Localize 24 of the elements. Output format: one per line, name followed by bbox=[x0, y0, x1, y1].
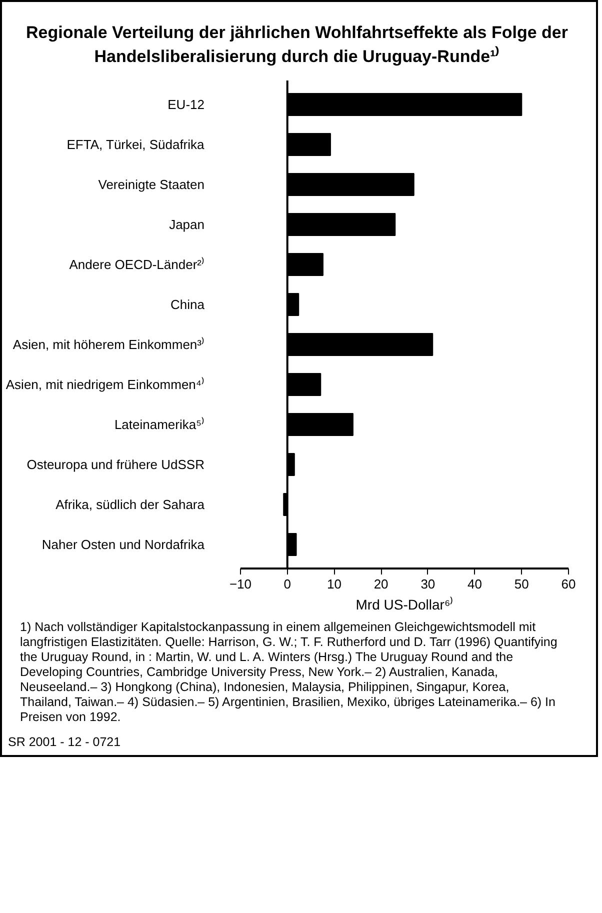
y-tick-label: China bbox=[170, 296, 206, 312]
y-tick-label: Asien, mit höherem Einkommen³⁾ bbox=[12, 336, 205, 352]
chart-title: Regionale Verteilung der jährlichen Wohlfahrtseffekte als Folge der Handelsliberalisierung durch die Uruguay-Runde¹⁾ bbox=[25, 22, 569, 68]
y-tick-label: Osteuropa und frühere UdSSR bbox=[26, 456, 205, 472]
text: SR 2001 - 12 - 0721 bbox=[8, 734, 121, 750]
y-tick-label: Japan bbox=[169, 216, 204, 232]
x-tick-label: −10 bbox=[229, 576, 252, 592]
x-tick-label: 20 bbox=[374, 576, 388, 592]
y-tick-label: Lateinamerika⁵⁾ bbox=[114, 416, 204, 432]
y-tick-label: Vereinigte Staaten bbox=[98, 176, 205, 192]
x-tick-label: 60 bbox=[561, 576, 576, 592]
x-tick-label: 10 bbox=[326, 576, 342, 592]
y-tick-label: Afrika, südlich der Sahara bbox=[56, 496, 206, 512]
y-tick-label: Naher Osten und Nordafrika bbox=[42, 536, 206, 552]
y-tick-label: Andere OECD-Länder²⁾ bbox=[69, 256, 205, 272]
y-tick-label: EFTA, Türkei, Südafrika bbox=[66, 136, 206, 152]
y-tick-label: Asien, mit niedrigem Einkommen⁴⁾ bbox=[6, 376, 205, 392]
x-tick-label: 0 bbox=[284, 576, 291, 592]
x-tick-label: 30 bbox=[420, 576, 436, 592]
x-axis-title: Mrd US-Dollar⁶⁾ bbox=[356, 596, 454, 612]
x-tick-label: 40 bbox=[468, 576, 482, 592]
y-tick-label: EU-12 bbox=[168, 96, 205, 112]
text: 1) Nach vollständiger Kapitalstockanpassung in einem allgemeinen Gleichgewichtsmodell mit langfristigen Elastizitäten. Quelle: Harrison, G. W.; T. F. Rutherford und D. Tarr (1996) Quantifying the Uruguay Round, in : Martin, W. und L. A. Winters (Hrsg.) The Uruguay Round and the Developing Countries, Cambridge University Press, New York.– 2) Australien, Kanada, Neuseeland.– 3) Hongkong (China), Indonesien, Malaysia, Philippinen, Singapur, Korea, Thailand, Taiwan.– 4) Südasien.– 5) Argentinien, Brasilien, Mexiko, übriges Lateinamerika.– 6) In Preisen von 1992. bbox=[20, 620, 558, 725]
x-tick-label: 50 bbox=[514, 576, 529, 592]
